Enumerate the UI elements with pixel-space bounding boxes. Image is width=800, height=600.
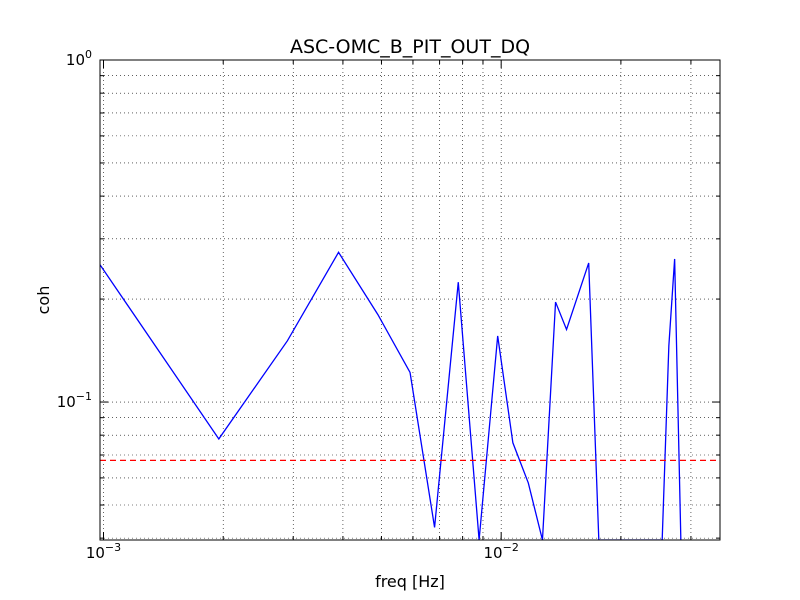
minor-ticks bbox=[100, 60, 720, 540]
coherence-line bbox=[100, 251, 682, 540]
y-axis-label: coh bbox=[34, 286, 53, 315]
series-group bbox=[100, 251, 720, 540]
x-axis-label: freq [Hz] bbox=[375, 572, 445, 591]
plot-frame bbox=[99, 59, 721, 541]
major-ticks bbox=[100, 59, 720, 540]
chart-title: ASC-OMC_B_PIT_OUT_DQ bbox=[290, 36, 530, 58]
